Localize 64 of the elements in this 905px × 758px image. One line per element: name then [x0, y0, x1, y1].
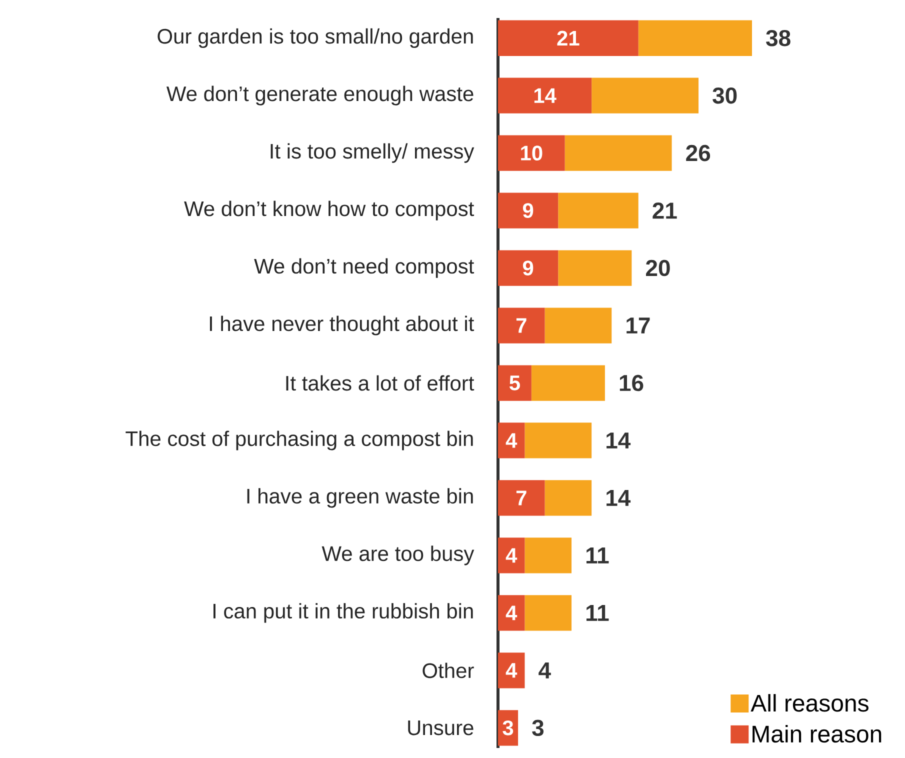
- y-tick-label: It takes a lot of effort: [286, 375, 474, 391]
- bar: [498, 652, 525, 688]
- bar: [498, 308, 545, 344]
- y-tick-label: We are too busy: [322, 546, 474, 566]
- bar: [558, 192, 638, 228]
- bar: [558, 250, 632, 286]
- y-tick-label: We don’t generate enough waste: [166, 86, 474, 106]
- bar: [544, 308, 612, 344]
- data-label: 21: [557, 30, 580, 46]
- y-tick-label: It is too smelly/ messy: [270, 143, 474, 163]
- bar: [524, 595, 572, 631]
- bar: [524, 538, 572, 574]
- data-label: 5: [510, 376, 520, 390]
- legend-label: Main reason: [752, 724, 882, 743]
- y-tick-label: I have a green waste bin: [247, 488, 473, 508]
- bar: [531, 365, 605, 401]
- bar: [498, 595, 525, 631]
- y-tick-label: Our garden is too small/no garden: [158, 28, 473, 48]
- bar: [498, 192, 558, 228]
- total-label: 16: [620, 374, 644, 392]
- y-tick-label: I can put it in the rubbish bin: [214, 603, 473, 623]
- bar: [498, 20, 638, 56]
- data-label: 14: [534, 88, 556, 103]
- total-label: 38: [766, 30, 790, 46]
- total-label: 30: [712, 87, 737, 104]
- bar: [592, 78, 699, 114]
- y-tick-label: Other: [422, 662, 474, 678]
- bar: [498, 480, 545, 516]
- bar: [498, 135, 565, 171]
- y-tick-label: I have never thought about it: [210, 316, 474, 336]
- legend-label: All reasons: [750, 694, 868, 712]
- data-label: 9: [522, 260, 534, 276]
- total-label: 3: [532, 720, 544, 736]
- y-tick-label: We don’t need compost: [254, 258, 474, 278]
- data-label: 4: [506, 548, 518, 563]
- total-label: 21: [652, 202, 677, 219]
- total-label: 14: [606, 432, 631, 448]
- data-label: 3: [502, 720, 514, 736]
- total-label: 4: [538, 662, 551, 678]
- data-label: 4: [506, 606, 518, 620]
- data-label: 10: [521, 146, 542, 161]
- total-label: 11: [586, 605, 609, 621]
- bar: [498, 78, 592, 114]
- data-label: 7: [516, 490, 526, 506]
- data-label: 4: [506, 663, 518, 678]
- total-label: 20: [646, 260, 670, 276]
- y-tick-label: Unsure: [408, 720, 474, 736]
- bar: [498, 538, 525, 574]
- bar: [498, 250, 558, 286]
- total-label: 17: [626, 318, 650, 334]
- y-tick-label: The cost of purchasing a compost bin: [126, 430, 473, 450]
- bar: [498, 422, 525, 458]
- y-tick-label: We don’t know how to compost: [184, 200, 474, 220]
- bar: [638, 20, 752, 56]
- total-label: 14: [606, 490, 631, 506]
- bar: [564, 135, 672, 171]
- total-label: 26: [686, 144, 710, 162]
- bar: [524, 422, 592, 458]
- bar: [544, 480, 592, 516]
- data-label: 4: [506, 433, 518, 448]
- data-label: 7: [516, 318, 526, 333]
- data-label: 9: [522, 203, 534, 218]
- total-label: 11: [586, 548, 609, 564]
- bar: [498, 365, 532, 401]
